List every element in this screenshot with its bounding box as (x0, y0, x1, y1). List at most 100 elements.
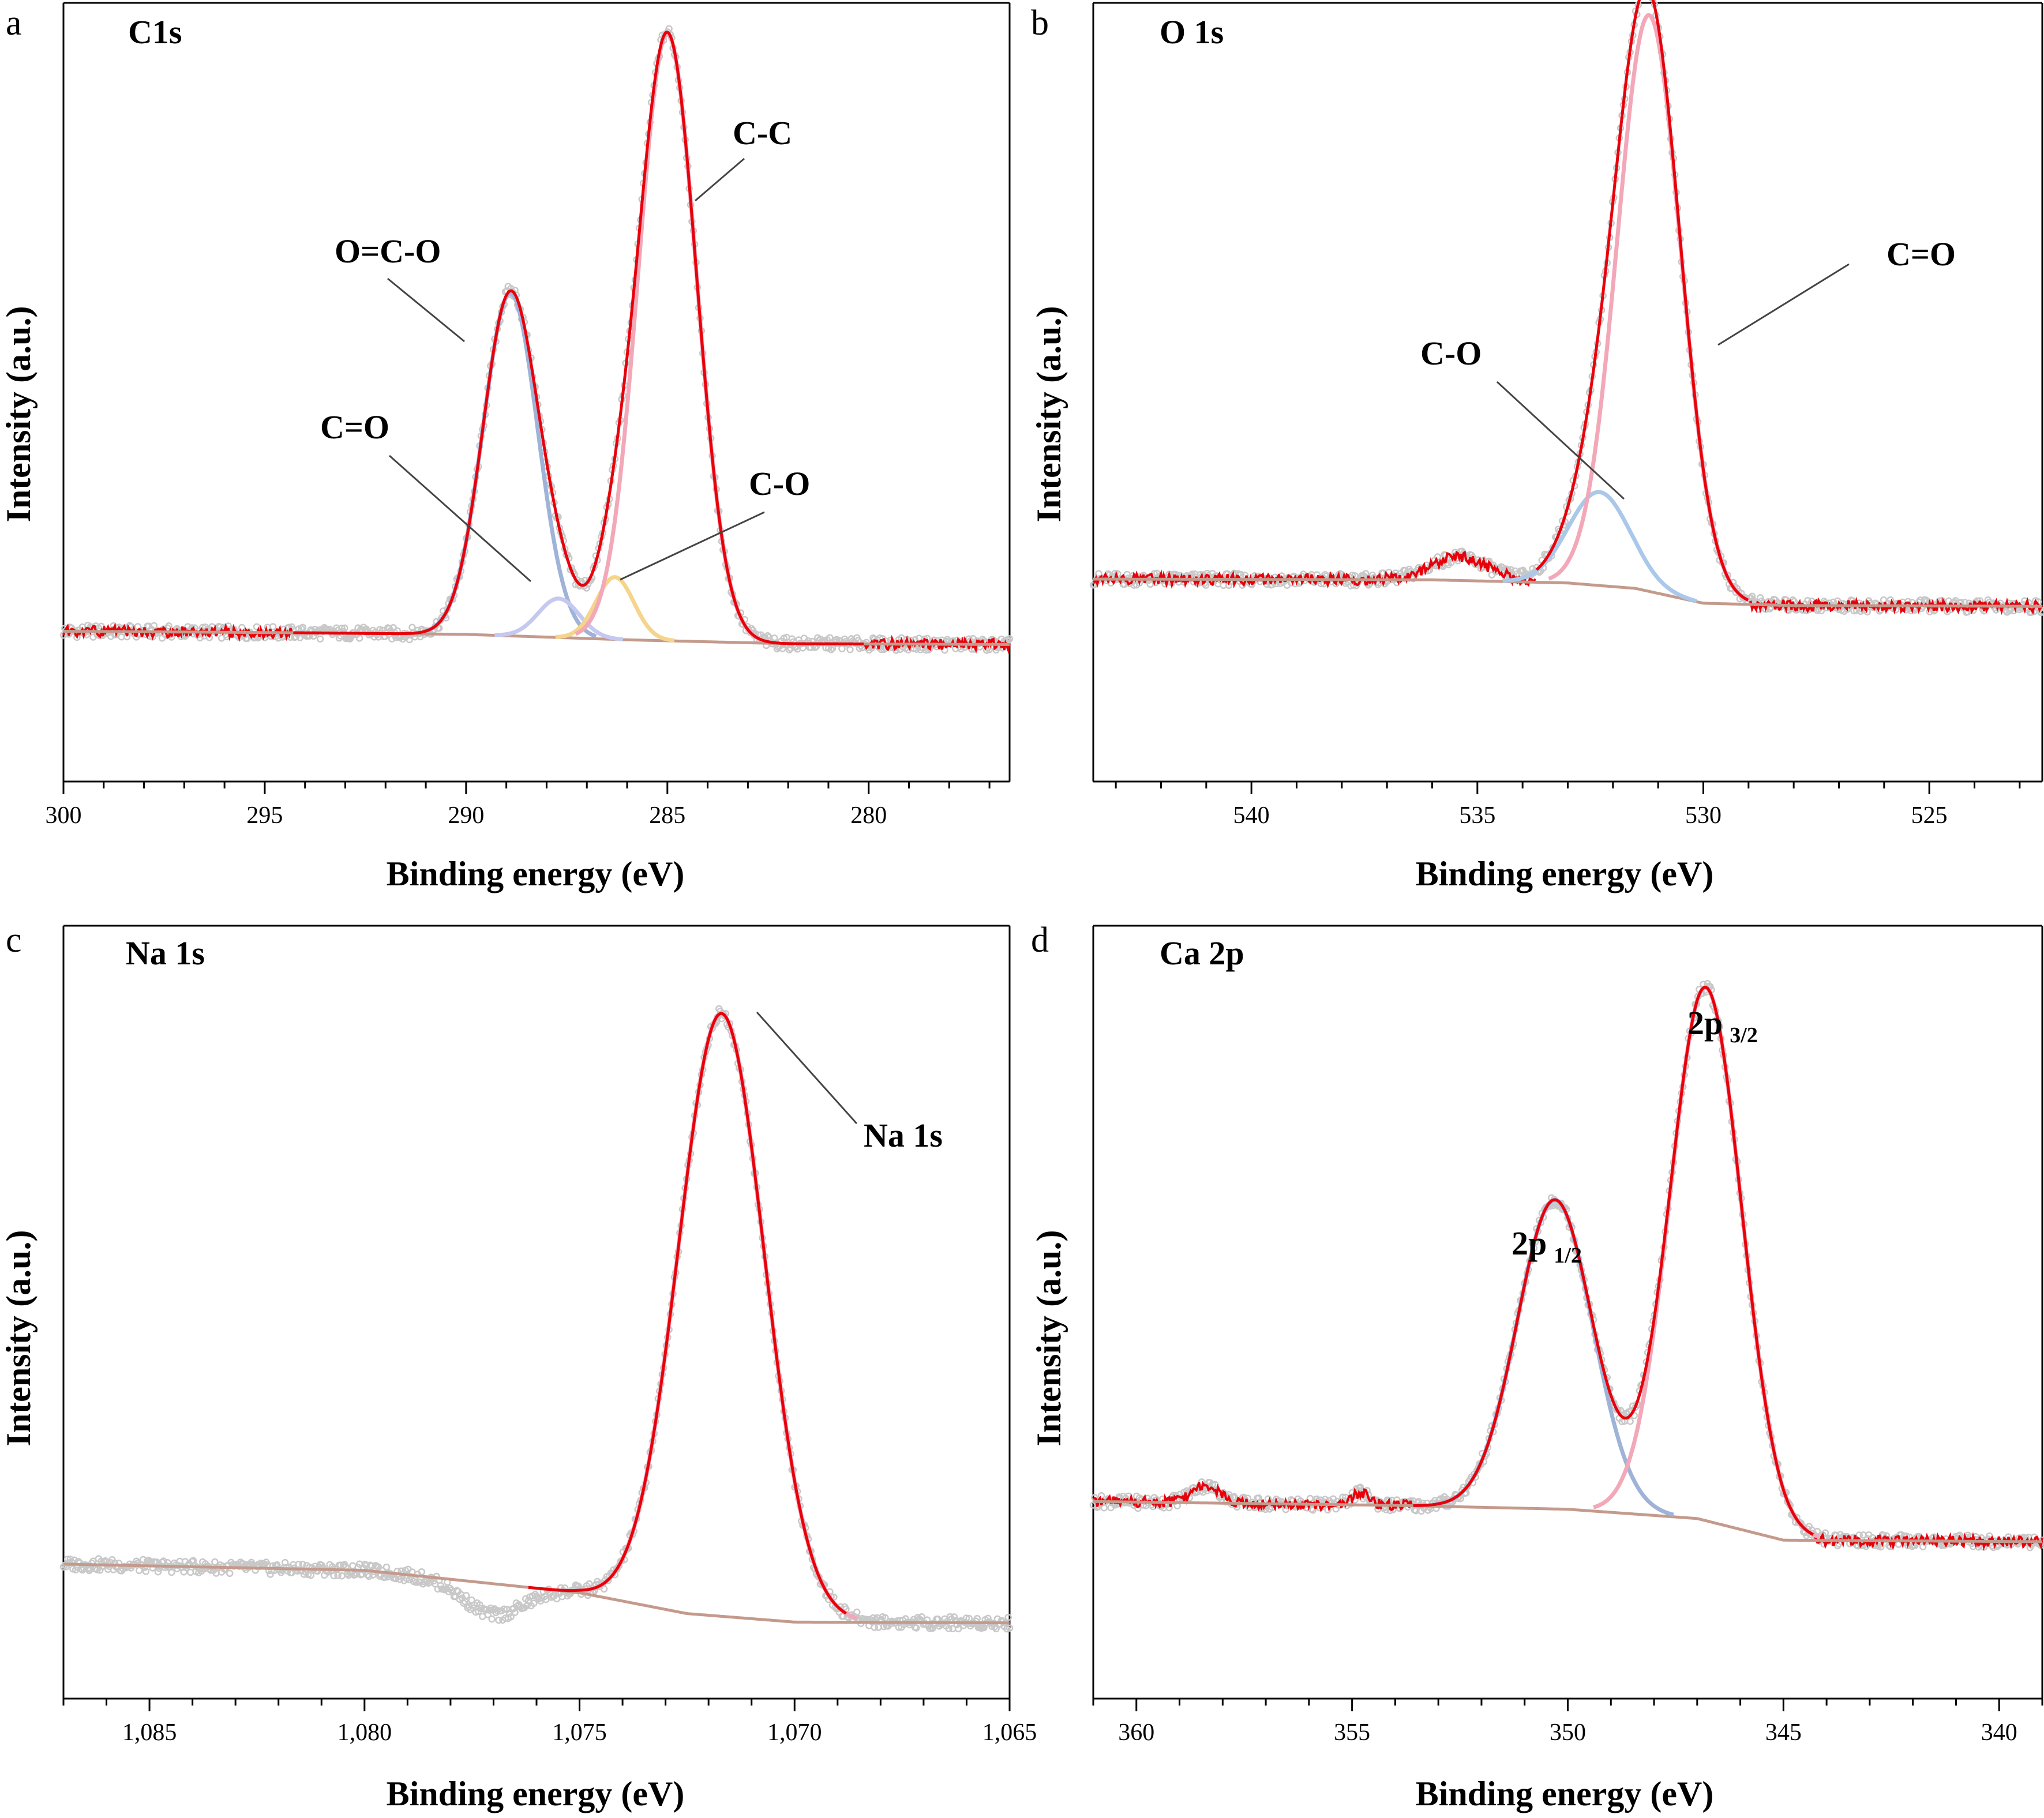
data-point (154, 1568, 162, 1576)
raw-data-points (59, 25, 1014, 654)
data-point (484, 1610, 492, 1618)
data-point (1134, 1504, 1142, 1512)
annotation-2p-3-2-main: 2p (1687, 1004, 1723, 1042)
panel-a-c1s: a C1s 300 295 290 285 280 Intensity (a.u.) B… (0, 2, 1014, 893)
peak-2p-3-2 (1593, 985, 1820, 1539)
data-point (493, 1607, 501, 1614)
data-point (165, 622, 172, 630)
leader-line-na-1s (756, 1011, 858, 1125)
data-point (460, 1599, 467, 1607)
data-point (488, 1615, 496, 1623)
panel-c-plot-area: 1,085 1,080 1,075 1,070 1,065 (59, 925, 1037, 1746)
data-point (93, 1566, 101, 1573)
data-point (826, 634, 834, 641)
data-point (1904, 598, 1912, 606)
data-point (877, 645, 885, 653)
panel-a-letter: a (6, 3, 22, 43)
background-signal-line (864, 634, 1011, 654)
x-tick-label: 540 (1233, 802, 1270, 829)
leader-line-c-o (1496, 381, 1625, 500)
data-point (1362, 570, 1370, 577)
panel-a-ylabel: Intensity (a.u.) (0, 306, 37, 522)
leader-line-c-double-o (389, 454, 531, 583)
data-point (1202, 581, 1210, 589)
data-point (1813, 607, 1821, 614)
x-tick-label: 280 (850, 802, 887, 829)
x-tick-label: 535 (1459, 802, 1495, 829)
annotation-2p-3-2-sub: 3/2 (1730, 1023, 1758, 1047)
x-tick-label: 285 (649, 802, 685, 829)
panel-d-ca2p: d Ca 2p 360 355 350 345 340 Intensity (a.u.)… (1030, 921, 2044, 1813)
panel-a-plot-area: 300 295 290 285 280 (46, 2, 1014, 829)
fit-envelope-line (1413, 986, 1814, 1536)
annotation-2p-1-2: 2p 1/2 (1512, 1224, 1582, 1268)
panel-b-xlabel: Binding energy (eV) (1416, 855, 1714, 893)
panel-d-letter: d (1031, 921, 1049, 960)
annotation-c-c: C-C (733, 114, 792, 152)
data-point (1255, 1494, 1262, 1502)
data-point (785, 646, 793, 653)
data-point (338, 624, 346, 632)
data-point (330, 1572, 337, 1580)
data-point (913, 1624, 920, 1632)
data-point (1447, 559, 1455, 566)
data-point (1507, 566, 1515, 573)
panel-b-o1s: b O 1s 540 535 530 525 Intensity (a.u.) Bin… (1030, 0, 2044, 893)
data-point (307, 1571, 314, 1579)
annotation-na-1s: Na 1s (864, 1117, 943, 1154)
raw-data-points (1089, 0, 2044, 617)
data-point (1097, 1492, 1105, 1500)
peak-o-c-o (423, 291, 597, 638)
data-point (922, 646, 929, 654)
data-point (1748, 592, 1756, 600)
x-tick-label: 340 (1981, 1719, 2017, 1746)
x-tick-label: 530 (1685, 802, 1722, 829)
panel-c-na1s: c Na 1s 1,085 1,080 1,075 1,070 1,065 Intens… (0, 921, 1037, 1813)
x-tick-label: 300 (46, 802, 82, 829)
data-point (316, 635, 324, 643)
peak-c-o (494, 596, 624, 642)
x-tick-label: 350 (1550, 1719, 1586, 1746)
data-point (1356, 1483, 1364, 1491)
data-point (950, 1613, 958, 1621)
annotation-c-o: C-O (1420, 335, 1482, 372)
panel-c-xlabel: Binding energy (eV) (387, 1775, 685, 1813)
x-tick-label: 1,070 (767, 1719, 822, 1746)
panel-b-letter: b (1031, 3, 1049, 43)
leader-line-c-double-o (1717, 263, 1850, 346)
data-point (1626, 1417, 1634, 1425)
leader-line-o-c-o (387, 277, 465, 343)
leader-line-c-c (695, 157, 745, 202)
data-point (954, 1625, 962, 1633)
data-point (1877, 1543, 1885, 1551)
data-point (1309, 1506, 1317, 1514)
data-point (253, 623, 261, 630)
data-point (1519, 566, 1527, 574)
peak-na-1s (584, 1011, 858, 1620)
data-point (530, 1599, 538, 1607)
x-tick-label: 525 (1911, 802, 1948, 829)
data-point (1382, 1506, 1390, 1513)
data-point (853, 1608, 861, 1616)
annotation-o-c-o: O=C-O (335, 232, 441, 270)
peak-c-o (555, 575, 675, 643)
data-point (882, 1614, 889, 1622)
x-tick-label: 290 (448, 802, 484, 829)
data-point (341, 624, 348, 632)
data-point (495, 1616, 502, 1624)
data-point (846, 645, 854, 653)
panel-a-xlabel: Binding energy (eV) (387, 855, 685, 893)
x-tick-label: 1,085 (122, 1719, 177, 1746)
data-point (827, 646, 835, 653)
data-point (1006, 635, 1014, 643)
panel-d-title: Ca 2p (1160, 934, 1244, 972)
data-point (871, 1624, 878, 1631)
data-point (226, 1569, 234, 1577)
annotation-c-double-o: C=O (320, 408, 389, 446)
annotation-2p-1-2-main: 2p (1512, 1224, 1547, 1262)
baseline-line (1093, 1500, 2042, 1543)
annotation-2p-1-2-sub: 1/2 (1554, 1244, 1582, 1268)
data-point (918, 1613, 925, 1621)
data-point (412, 1579, 420, 1586)
data-point (507, 1613, 515, 1621)
